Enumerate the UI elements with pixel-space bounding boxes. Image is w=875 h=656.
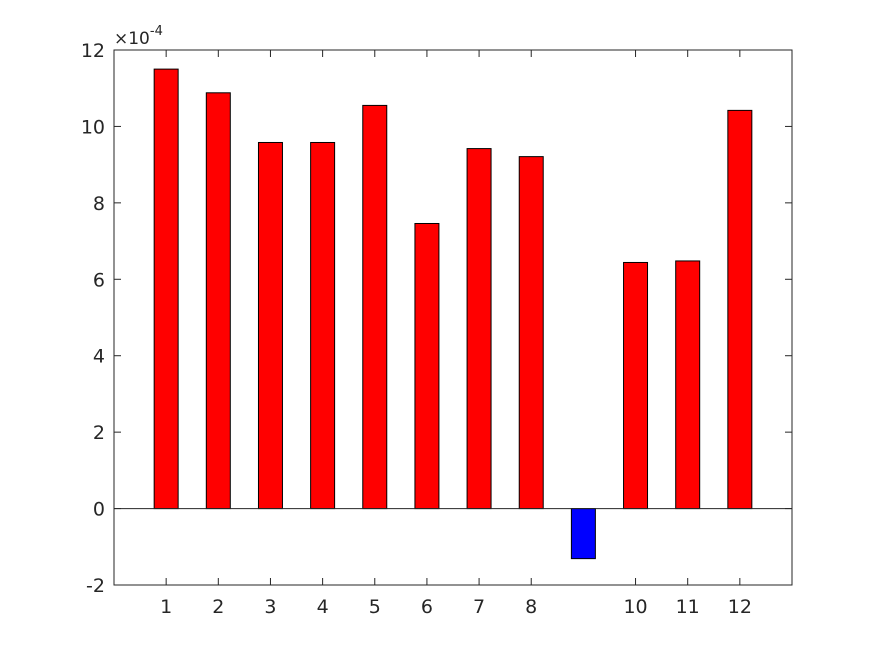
bar-5 [362,104,388,510]
x-tick-label: 1 [160,596,172,618]
x-ticks-group: 1 2 3 4 5 6 7 8 10 11 12 [160,50,752,618]
x-tick-label: 8 [525,596,537,618]
y-ticks-group: -2 0 2 4 6 8 10 12 [81,40,792,597]
y-tick-label: 8 [93,193,105,215]
x-tick-label: 2 [212,596,224,618]
x-tick-label: 3 [264,596,276,618]
bar-8 [518,156,544,510]
bar-3 [257,141,283,510]
y-tick-label: -2 [86,575,105,597]
bar-9 [570,508,596,560]
x-tick-label: 4 [317,596,329,618]
x-tick-label: 7 [473,596,485,618]
plot-box [113,49,793,586]
y-tick-label: 12 [81,40,105,62]
bars-group [153,68,753,560]
bar-12 [727,109,753,510]
bar-1 [153,68,179,510]
y-tick-label: 10 [81,116,105,138]
y-axis-exponent-label: ×10-4 [114,24,163,49]
bar-6 [414,222,440,510]
bar-4 [310,141,336,510]
exponent-power: -4 [150,24,163,39]
x-tick-label: 11 [676,596,700,618]
x-tick-label: 12 [728,596,752,618]
y-tick-label: 4 [93,346,105,368]
bar-11 [675,260,701,510]
bar-10 [623,261,649,510]
x-tick-label: 5 [369,596,381,618]
bar-2 [205,92,231,510]
bar-7 [466,148,492,510]
x-tick-label: 6 [421,596,433,618]
y-tick-label: 0 [93,499,105,521]
y-tick-label: 6 [93,269,105,291]
y-tick-label: 2 [93,422,105,444]
axes-group [113,49,793,586]
x-tick-label: 10 [623,596,647,618]
exponent-base: ×10 [114,29,150,49]
